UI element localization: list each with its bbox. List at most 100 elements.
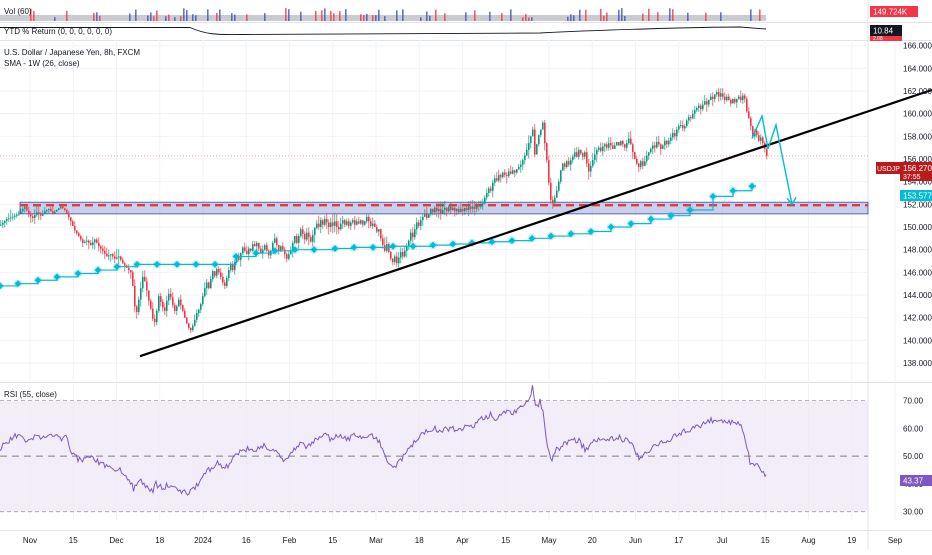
- volume-bar: [339, 11, 341, 21]
- sma-series: [0, 182, 757, 291]
- candle-body: [732, 98, 734, 104]
- volume-bar: [216, 13, 218, 21]
- price-title[interactable]: U.S. Dollar / Japanese Yen, 8h, FXCM: [4, 48, 140, 57]
- candle-body: [740, 96, 742, 101]
- candle-body: [698, 105, 700, 108]
- time-tick-label: Aug: [801, 536, 815, 545]
- rsi-label[interactable]: RSI (55, close): [4, 390, 57, 399]
- candle-body: [508, 171, 510, 176]
- candle-body: [278, 245, 280, 251]
- candle-body: [574, 152, 576, 157]
- candle-body: [60, 206, 62, 209]
- candle-body: [512, 170, 514, 174]
- candle-body: [452, 207, 454, 210]
- volume-bar: [285, 8, 287, 21]
- candle-body: [332, 222, 334, 226]
- sma-marker: [211, 261, 219, 268]
- sma-marker: [748, 182, 756, 190]
- candle-body: [556, 190, 558, 198]
- price-tick-label: 146.000: [903, 268, 932, 277]
- candle-body: [498, 174, 500, 181]
- candle-body: [666, 140, 668, 145]
- candle-body: [594, 154, 596, 161]
- candle-body: [102, 248, 104, 251]
- candle-body: [342, 220, 344, 224]
- projection-arrowhead: [786, 196, 797, 206]
- candle-body: [456, 208, 458, 212]
- candle-body: [762, 137, 764, 144]
- candle-body: [420, 220, 422, 226]
- rsi-tick-label: 30.00: [903, 508, 924, 517]
- volume-bar: [219, 9, 221, 21]
- time-tick-label: Jul: [717, 536, 727, 545]
- candle-body: [610, 143, 612, 146]
- candle-body: [692, 113, 694, 119]
- rsi-tick-label: 50.00: [903, 452, 924, 461]
- candle-body: [56, 210, 58, 212]
- time-tick-label: 15: [328, 536, 337, 545]
- ytd-label[interactable]: YTD % Return (0, 0, 0, 0, 0, 0): [4, 27, 112, 36]
- candle-body: [350, 222, 352, 226]
- candle-body: [70, 217, 72, 222]
- candle-body: [298, 236, 300, 243]
- drawings[interactable]: [139, 88, 932, 358]
- volume-bar: [99, 15, 101, 21]
- candle-body: [424, 213, 426, 217]
- candle-body: [642, 161, 644, 166]
- candle-body: [600, 147, 602, 152]
- candle-body: [254, 244, 256, 247]
- symbol-badge-bg: [876, 162, 900, 174]
- candle-body: [506, 174, 508, 176]
- candle-body: [30, 214, 32, 217]
- candle-body: [224, 282, 226, 286]
- sma-marker: [449, 240, 457, 248]
- candle-body: [174, 305, 176, 311]
- candle-body: [664, 140, 666, 146]
- sma-marker: [547, 232, 555, 240]
- candle-body: [550, 182, 552, 200]
- volume-bar: [186, 10, 188, 21]
- candle-body: [718, 92, 720, 97]
- candle-body: [220, 272, 222, 277]
- volume-bar: [669, 8, 671, 21]
- candle-body: [370, 221, 372, 226]
- candle-body: [170, 293, 172, 298]
- time-tick-label: 18: [155, 536, 164, 545]
- volume-bar: [129, 13, 131, 21]
- candle-body: [8, 218, 10, 220]
- candle-body: [738, 96, 740, 99]
- candle-body: [422, 216, 424, 221]
- candle-body: [288, 254, 290, 259]
- sma-label[interactable]: SMA - 1W (26, close): [4, 59, 80, 68]
- candle-body: [292, 242, 294, 251]
- candle-body: [728, 96, 730, 101]
- candle-body: [210, 279, 212, 289]
- candle-body: [200, 304, 202, 310]
- candle-body: [592, 160, 594, 166]
- candle-body: [296, 236, 298, 243]
- candle-body: [158, 296, 160, 311]
- candle-body: [356, 221, 358, 225]
- candle-body: [290, 250, 292, 255]
- rsi-tick-label: 60.00: [903, 424, 924, 433]
- candle-body: [4, 220, 6, 223]
- candle-body: [2, 222, 4, 225]
- volume-bar: [234, 14, 236, 21]
- time-tick-label: 2024: [194, 536, 212, 545]
- candle-body: [156, 310, 158, 323]
- volume-bar: [525, 14, 527, 21]
- candle-body: [302, 229, 304, 234]
- candle-body: [248, 248, 250, 255]
- candle-body: [750, 118, 752, 127]
- sma-marker: [14, 280, 22, 288]
- time-tick-label: Apr: [456, 536, 469, 545]
- candle-body: [706, 101, 708, 105]
- volume-label[interactable]: Vol (60): [4, 7, 32, 16]
- candle-body: [662, 145, 664, 149]
- candle-body: [230, 264, 232, 271]
- volume-bar: [363, 14, 365, 21]
- candle-body: [184, 310, 186, 318]
- candle-body: [530, 136, 532, 144]
- candle-body: [428, 214, 430, 218]
